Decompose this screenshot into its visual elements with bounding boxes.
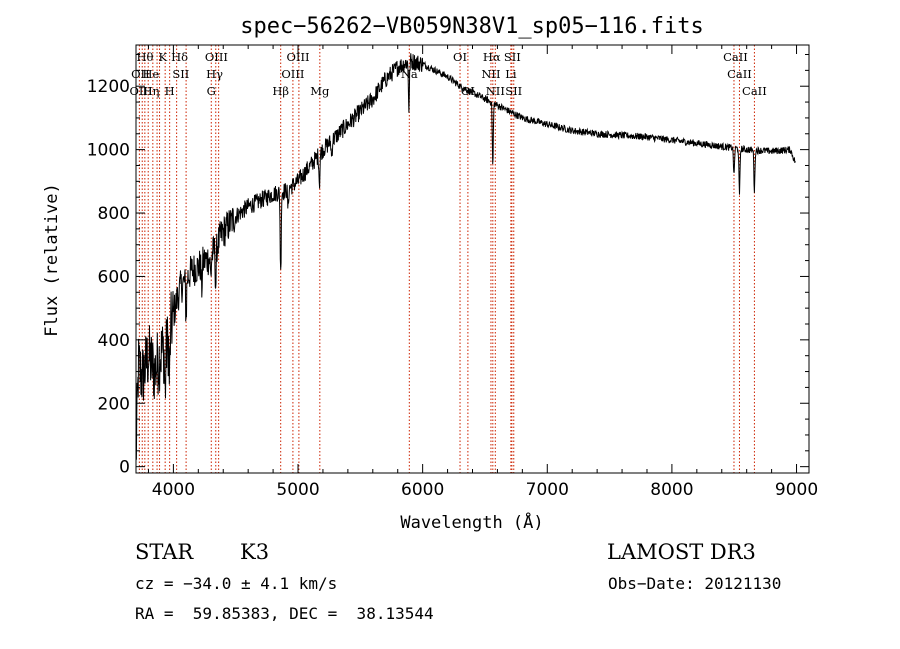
line-label: Li [505, 67, 517, 81]
y-tick-label: 1200 [87, 77, 130, 97]
survey-name: LAMOST DR3 [607, 540, 756, 564]
line-label: K [158, 50, 167, 64]
x-tick-label: 9000 [775, 480, 818, 500]
line-label: SII [172, 67, 189, 81]
line-label: Hθ [136, 50, 153, 64]
y-tick-label: 800 [98, 204, 130, 224]
ra-dec: RA = 59.85383, DEC = 38.13544 [135, 604, 434, 623]
line-label: Hγ [206, 67, 223, 81]
x-tick-label: 7000 [526, 480, 569, 500]
axis-ticks: 4000 5000 6000 7000 8000 9000 0 200 400 600 800 100… [87, 45, 818, 500]
line-label: SII [505, 84, 522, 98]
line-label: Hδ [171, 50, 188, 64]
y-tick-label: 600 [98, 267, 130, 287]
object-subclass: K3 [240, 540, 270, 564]
y-tick-label: 400 [98, 331, 130, 351]
x-axis-label: Wavelength (Å) [400, 511, 543, 533]
line-label: G [207, 84, 216, 98]
line-label: CaII [723, 50, 748, 64]
line-label: Mg [310, 84, 330, 98]
spectrum-line [135, 53, 796, 460]
line-label: OIII [281, 67, 304, 81]
y-tick-label: 0 [119, 458, 130, 478]
line-label: Hη [142, 84, 159, 98]
line-label: He [143, 67, 160, 81]
observation-date: Obs−Date: 20121130 [608, 574, 782, 593]
line-label: Hβ [272, 84, 289, 98]
line-label: NII [481, 67, 500, 81]
redshift-velocity: cz = −34.0 ± 4.1 km/s [135, 574, 338, 593]
line-label: OIII [129, 84, 152, 98]
line-label: OIII [205, 50, 228, 64]
x-tick-label: 8000 [650, 480, 693, 500]
line-label: OI [453, 50, 467, 64]
y-tick-label: 1000 [87, 141, 130, 161]
line-label: H [165, 84, 175, 98]
y-axis-label: Flux (relative) [42, 183, 62, 337]
x-tick-label: 5000 [276, 480, 319, 500]
line-label: SII [504, 50, 521, 64]
line-label: NII [486, 84, 505, 98]
plot-frame [135, 44, 810, 474]
y-tick-label: 200 [98, 394, 130, 414]
object-class: STAR [135, 540, 194, 564]
line-label: Hα [483, 50, 501, 64]
x-tick-label: 4000 [152, 480, 195, 500]
line-label: CaII [742, 84, 767, 98]
line-label: CaII [727, 67, 752, 81]
line-label: OIII [286, 50, 309, 64]
x-tick-label: 6000 [401, 480, 444, 500]
line-markers [138, 45, 755, 473]
chart-title: spec−56262−VB059N38V1_sp05−116.fits [240, 14, 704, 39]
